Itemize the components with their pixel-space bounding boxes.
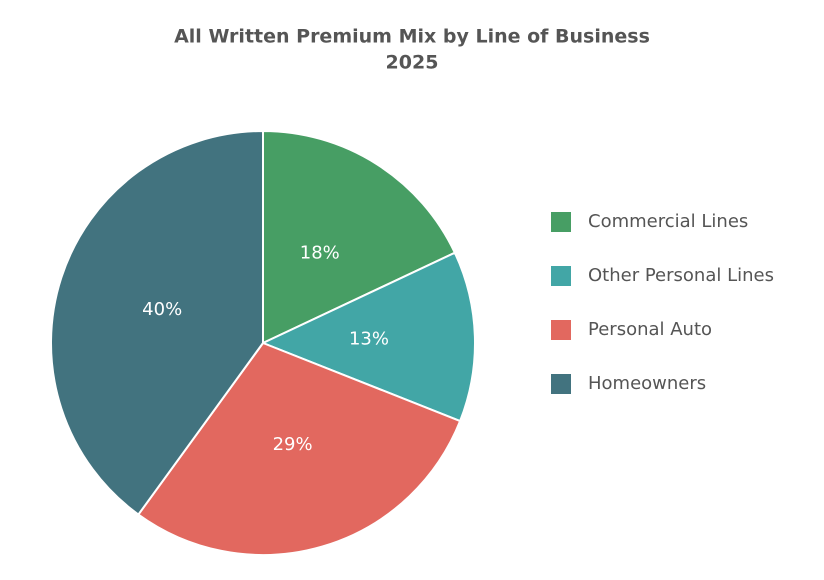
value-label: 18% xyxy=(300,243,340,264)
legend-label: Homeowners xyxy=(588,373,706,394)
pie-slice xyxy=(260,251,476,423)
value-label: 13% xyxy=(349,329,389,350)
legend-label: Commercial Lines xyxy=(588,211,748,232)
legend-swatch xyxy=(551,320,571,340)
legend-label: Personal Auto xyxy=(588,319,712,340)
chart-subtitle: 2025 xyxy=(386,52,439,74)
pie-slice xyxy=(262,129,457,345)
pie-slice xyxy=(136,341,462,556)
legend-swatch xyxy=(551,212,571,232)
pie-slice xyxy=(50,129,264,516)
value-label: 29% xyxy=(273,434,313,455)
legend-swatch xyxy=(551,266,571,286)
legend-swatch xyxy=(551,374,571,394)
chart-title: All Written Premium Mix by Line of Busin… xyxy=(174,26,650,48)
value-label: 40% xyxy=(142,299,182,320)
legend-label: Other Personal Lines xyxy=(588,265,774,286)
